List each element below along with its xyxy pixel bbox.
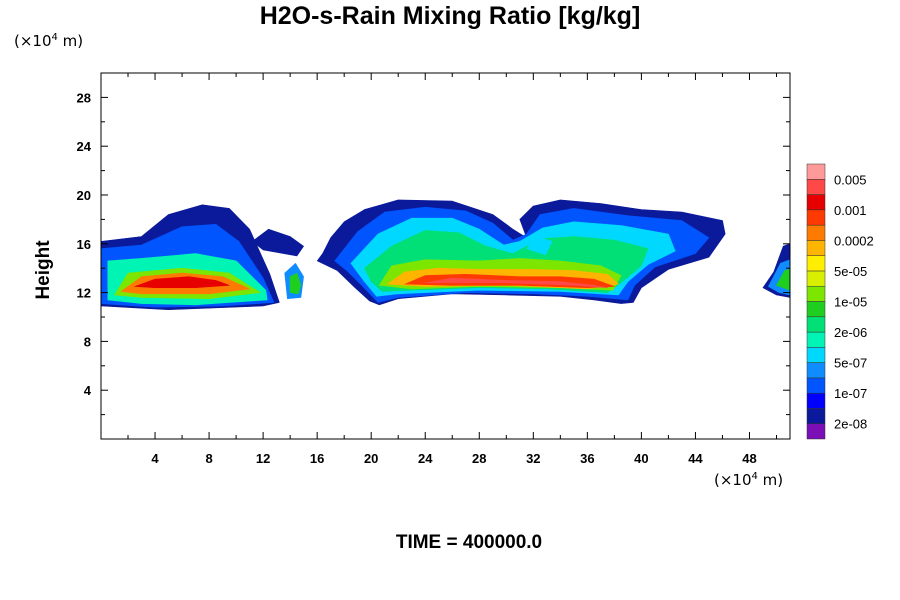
- colorbar-label: 0.001: [834, 203, 867, 218]
- colorbar-swatch: [806, 377, 826, 394]
- chart-title: H2O-s-Rain Mixing Ratio [kg/kg]: [259, 2, 641, 30]
- x-tick-label: 16: [310, 451, 324, 466]
- contour-region-17: [526, 236, 553, 256]
- contour-region-6: [252, 228, 304, 257]
- colorbar-swatch: [806, 224, 826, 241]
- x-tick-label: 44: [688, 451, 703, 466]
- colorbar-swatch: [806, 331, 826, 348]
- colorbar-label: 5e-05: [834, 264, 867, 279]
- y-tick-label: 12: [77, 286, 91, 301]
- contour-region-5: [134, 276, 230, 289]
- colorbar-swatch: [806, 209, 826, 226]
- y-axis-unit: (×104 m): [14, 32, 84, 50]
- colorbar-swatch: [806, 301, 826, 318]
- x-tick-label: 36: [580, 451, 594, 466]
- colorbar-label: 2e-06: [834, 325, 867, 340]
- x-tick-label: 20: [364, 451, 378, 466]
- colorbar-swatch: [806, 316, 826, 333]
- y-tick-label: 16: [77, 237, 91, 252]
- colorbar-label: 1e-05: [834, 295, 867, 310]
- contour-region-8: [289, 272, 302, 295]
- time-label: TIME = 400000.0: [395, 532, 543, 553]
- colorbar-swatch: [806, 362, 826, 379]
- y-tick-label: 4: [84, 383, 92, 398]
- colorbar-swatch: [806, 408, 826, 424]
- colorbar: 2e-08 1e-07 5e-07 2e-06 1e-05 5e-05 0.0002 0.00…: [806, 163, 874, 440]
- colorbar-label: 5e-07: [834, 356, 867, 371]
- x-axis-unit: (×104 m): [714, 471, 784, 489]
- colorbar-label: 1e-07: [834, 386, 867, 401]
- y-tick-label: 20: [77, 188, 91, 203]
- plot-frame: [100, 72, 791, 440]
- x-tick-label: 32: [526, 451, 540, 466]
- contour-region-16: [424, 277, 608, 289]
- x-tick-label: 12: [256, 451, 270, 466]
- y-tick-label: 24: [77, 139, 92, 154]
- colorbar-swatch: [806, 194, 826, 211]
- colorbar-label: 0.0002: [834, 233, 874, 248]
- x-tick-label: 24: [418, 451, 433, 466]
- x-tick-label: 48: [742, 451, 756, 466]
- colorbar-label: 2e-08: [834, 417, 867, 432]
- x-tick-label: 4: [151, 451, 159, 466]
- x-tick-label: 40: [634, 451, 648, 466]
- y-tick-label: 8: [84, 334, 91, 349]
- field-layer: [100, 73, 791, 439]
- colorbar-swatch: [806, 270, 826, 287]
- colorbar-label: 0.005: [834, 172, 867, 187]
- colorbar-swatch: [806, 163, 826, 180]
- colorbar-swatch: [806, 255, 826, 272]
- x-tick-label: 28: [472, 451, 486, 466]
- colorbar-swatch: [806, 392, 826, 409]
- colorbar-swatch: [806, 179, 826, 195]
- colorbar-swatch: [806, 285, 826, 302]
- colorbar-swatch: [806, 347, 826, 363]
- colorbar-swatch: [806, 423, 826, 440]
- y-tick-label: 28: [77, 90, 91, 105]
- colorbar-swatch: [806, 240, 826, 256]
- x-tick-label: 8: [205, 451, 212, 466]
